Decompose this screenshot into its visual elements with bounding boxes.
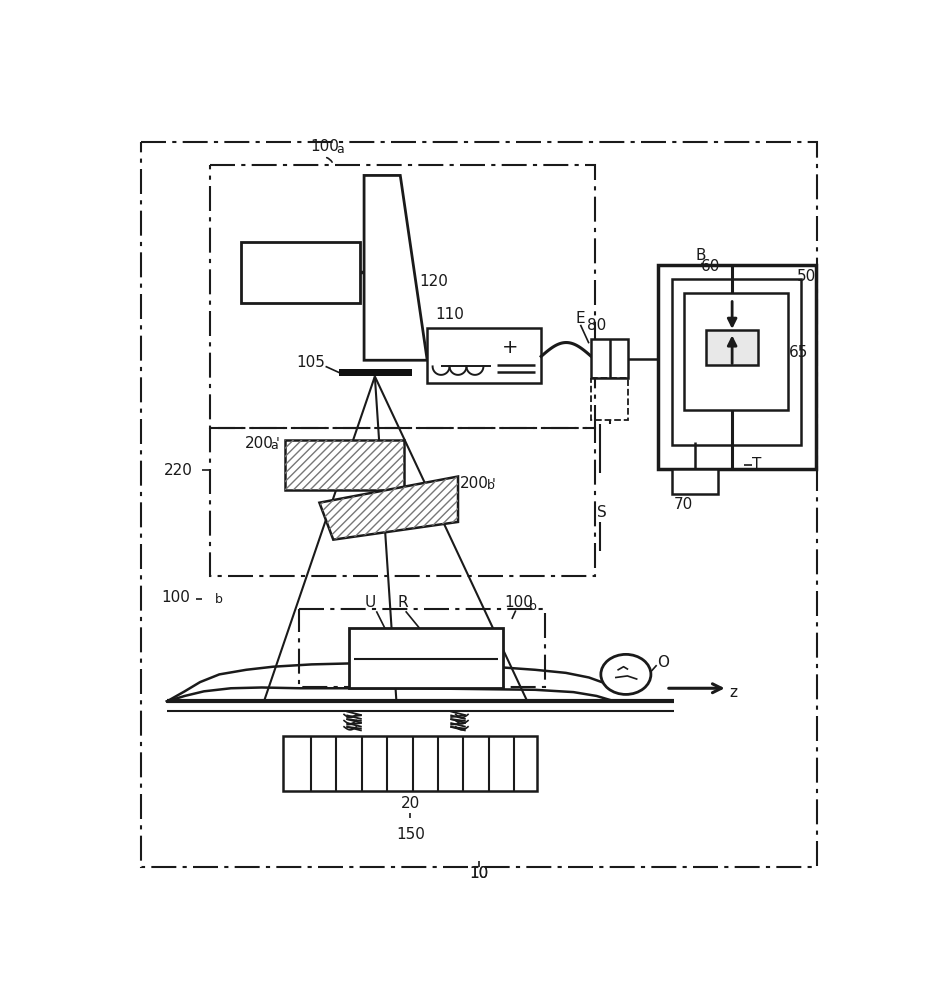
Polygon shape [320, 477, 458, 540]
Bar [285, 440, 404, 490]
Text: T: T [752, 457, 761, 472]
Text: 60: 60 [701, 259, 720, 274]
Polygon shape [364, 175, 427, 360]
Text: 20: 20 [401, 796, 420, 811]
Text: S: S [597, 505, 607, 520]
Text: b: b [215, 593, 223, 606]
Bar [672, 279, 801, 445]
Text: 100: 100 [310, 139, 339, 154]
Text: b: b [529, 600, 537, 613]
Text: R: R [397, 595, 408, 610]
Bar [683, 293, 787, 410]
Bar [298, 609, 545, 687]
Text: 110: 110 [435, 307, 464, 322]
Text: 200: 200 [460, 476, 489, 491]
Text: b: b [486, 479, 495, 492]
Text: 70: 70 [673, 497, 693, 512]
Bar [285, 440, 404, 490]
Text: ': ' [276, 436, 280, 450]
Text: z: z [730, 685, 738, 700]
Bar [210, 428, 595, 576]
Text: +: + [502, 338, 519, 357]
Text: a: a [337, 143, 344, 156]
Bar [591, 339, 628, 378]
Bar [427, 328, 541, 383]
Text: 105: 105 [296, 355, 325, 370]
Text: 10: 10 [469, 866, 488, 881]
Text: E: E [576, 311, 585, 326]
Text: ': ' [492, 477, 496, 491]
Bar [706, 330, 758, 365]
Bar [283, 736, 538, 791]
Text: 10: 10 [469, 866, 488, 881]
Bar [210, 165, 595, 428]
Text: 65: 65 [789, 345, 809, 360]
Bar [338, 369, 411, 376]
Text: 120: 120 [420, 274, 449, 289]
Text: U: U [365, 595, 376, 610]
Bar [672, 469, 718, 494]
Text: a: a [270, 439, 278, 452]
Bar [241, 242, 360, 303]
Text: 150: 150 [396, 827, 424, 842]
Ellipse shape [601, 654, 651, 694]
Text: 100: 100 [161, 590, 190, 605]
Text: 220: 220 [164, 463, 193, 478]
Text: 100: 100 [504, 595, 533, 610]
Text: 200: 200 [245, 436, 274, 451]
Text: 50: 50 [797, 269, 816, 284]
Bar [349, 628, 503, 688]
Bar [658, 265, 816, 469]
Text: 80: 80 [587, 318, 607, 333]
Text: O: O [656, 655, 669, 670]
Text: B: B [696, 248, 706, 263]
Bar [591, 378, 628, 420]
